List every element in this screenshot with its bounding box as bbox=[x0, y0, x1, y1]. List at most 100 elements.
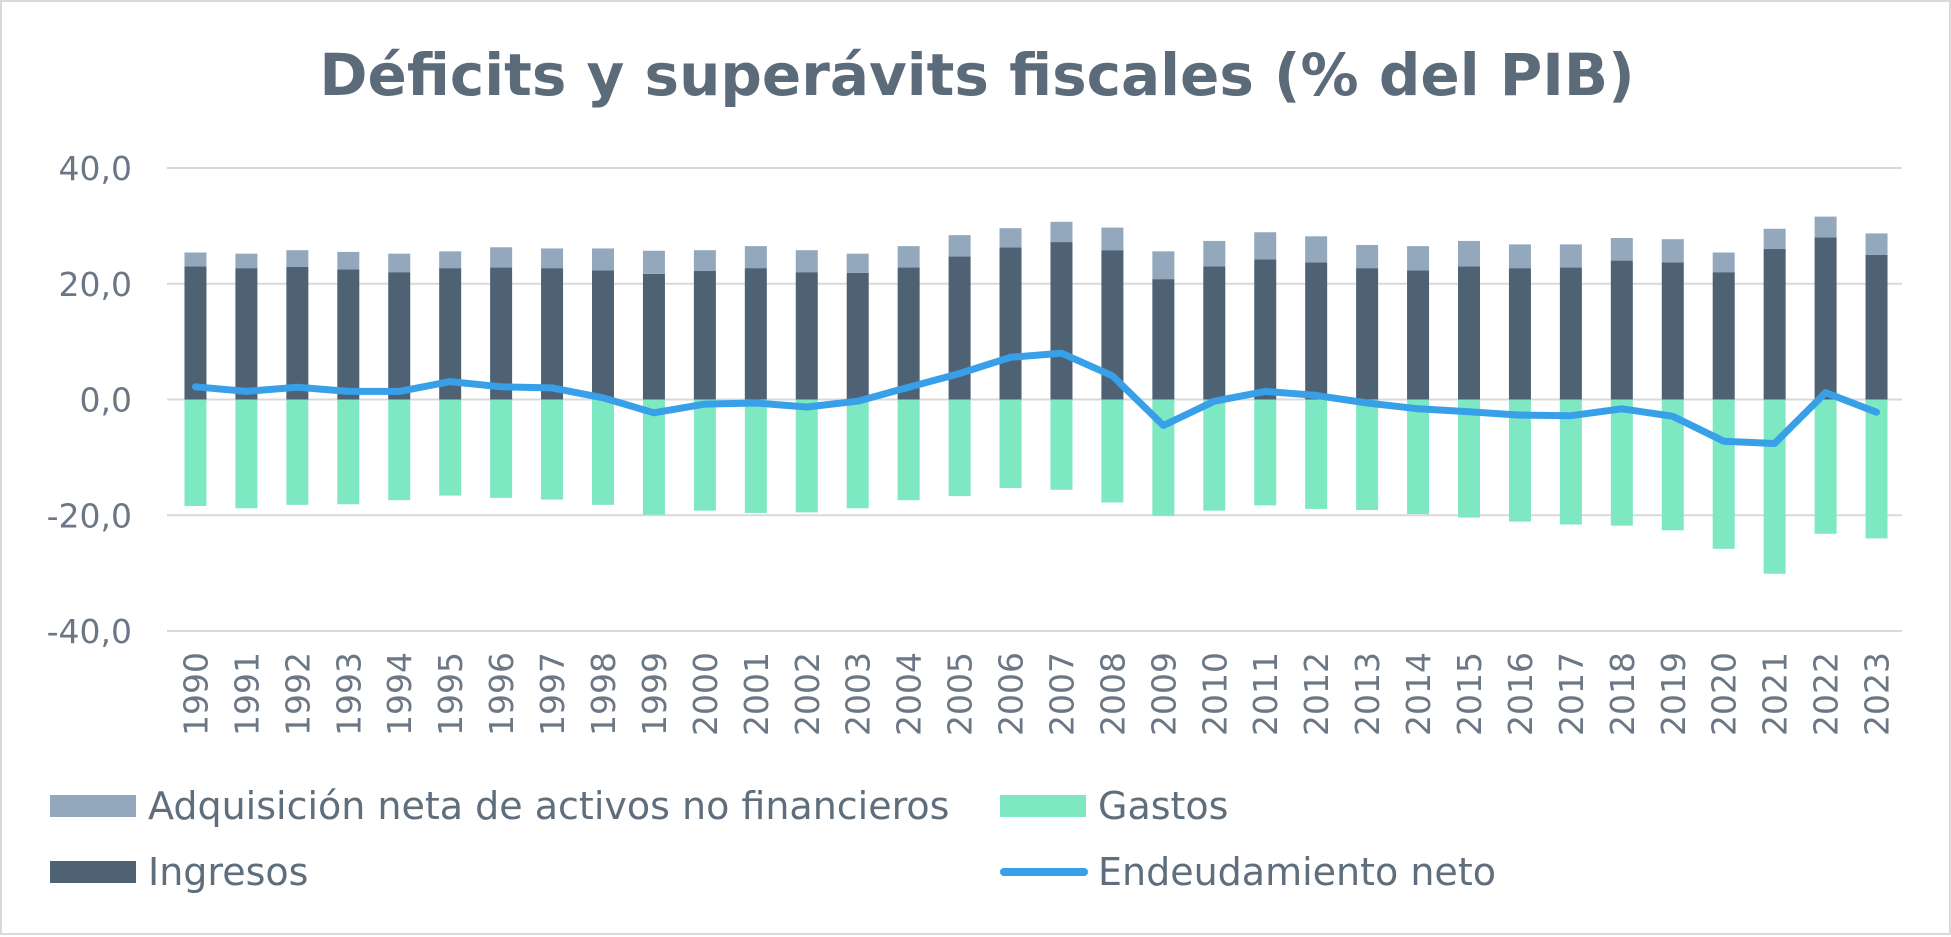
bar-gastos bbox=[490, 399, 513, 498]
bar-ingresos bbox=[1559, 267, 1582, 400]
bar-gastos bbox=[1101, 399, 1124, 503]
bar-ingresos bbox=[1203, 266, 1226, 400]
bar-gastos bbox=[999, 399, 1022, 489]
bar-gastos bbox=[439, 399, 462, 496]
bar-gastos bbox=[1763, 399, 1786, 574]
bar-adquisicion bbox=[1458, 240, 1480, 267]
y-tick-label: -40,0 bbox=[47, 612, 132, 651]
bar-gastos bbox=[1712, 399, 1735, 549]
x-tick-label: 1999 bbox=[635, 652, 674, 736]
bar-gastos bbox=[744, 399, 767, 513]
legend-swatch bbox=[50, 795, 136, 817]
x-tick-label: 2003 bbox=[839, 652, 878, 736]
bar-gastos bbox=[693, 399, 716, 511]
x-tick-label: 1997 bbox=[533, 652, 572, 736]
bar-ingresos bbox=[1458, 266, 1480, 400]
bar-adquisicion bbox=[1508, 244, 1531, 269]
bar-gastos bbox=[1152, 399, 1175, 516]
bar-ingresos bbox=[184, 266, 207, 400]
bar-adquisicion bbox=[1610, 238, 1633, 261]
bar-adquisicion bbox=[1712, 252, 1735, 273]
x-tick-label: 2019 bbox=[1654, 652, 1693, 736]
bar-ingresos bbox=[999, 247, 1022, 400]
bar-gastos bbox=[286, 399, 309, 505]
bar-ingresos bbox=[795, 272, 818, 400]
x-tick-label: 1991 bbox=[227, 652, 266, 736]
bar-ingresos bbox=[1356, 268, 1379, 400]
y-tick-label: 40,0 bbox=[59, 149, 132, 188]
bar-gastos bbox=[1814, 399, 1837, 534]
bar-ingresos bbox=[286, 266, 309, 400]
bar-ingresos bbox=[235, 268, 258, 400]
bar-adquisicion bbox=[1407, 246, 1430, 271]
x-tick-label: 2011 bbox=[1246, 652, 1285, 736]
bar-adquisicion bbox=[795, 250, 818, 273]
bar-adquisicion bbox=[1661, 239, 1684, 263]
bar-adquisicion bbox=[235, 253, 258, 269]
chart-title: Déficits y superávits fiscales (% del PI… bbox=[319, 41, 1634, 109]
bar-adquisicion bbox=[439, 251, 462, 269]
legend-label: Gastos bbox=[1098, 784, 1228, 828]
bar-adquisicion bbox=[286, 250, 309, 267]
bar-ingresos bbox=[1407, 270, 1430, 400]
legend-label: Adquisición neta de activos no financier… bbox=[148, 784, 949, 828]
bar-ingresos bbox=[1152, 279, 1175, 400]
bar-gastos bbox=[1508, 399, 1531, 522]
bar-adquisicion bbox=[1050, 221, 1073, 243]
bar-ingresos bbox=[1865, 254, 1888, 400]
bar-adquisicion bbox=[184, 252, 207, 267]
bar-gastos bbox=[1407, 399, 1430, 515]
bar-gastos bbox=[235, 399, 258, 509]
bar-ingresos bbox=[388, 272, 411, 400]
bar-ingresos bbox=[1101, 250, 1124, 400]
bar-ingresos bbox=[642, 273, 665, 400]
x-tick-label: 2001 bbox=[737, 652, 776, 736]
bar-adquisicion bbox=[1559, 244, 1582, 268]
bar-ingresos bbox=[439, 268, 462, 400]
line-series bbox=[192, 349, 1880, 447]
bar-adquisicion bbox=[948, 235, 971, 257]
x-axis-ticks: 1990 1991 1992 1993 1994 1995 1996 1997 1998 1999… bbox=[176, 652, 1896, 736]
bar-adquisicion bbox=[1203, 240, 1226, 267]
grid-lines bbox=[167, 167, 1902, 632]
bar-adquisicion bbox=[1763, 228, 1786, 250]
bar-gastos bbox=[541, 399, 564, 500]
bar-ingresos bbox=[490, 267, 513, 400]
x-tick-label: 2021 bbox=[1756, 652, 1795, 736]
bar-ingresos bbox=[1508, 268, 1531, 400]
bar-gastos bbox=[897, 399, 920, 501]
legend-label: Ingresos bbox=[148, 850, 308, 894]
x-tick-label: 2012 bbox=[1297, 652, 1336, 736]
bar-ingresos bbox=[1254, 259, 1277, 400]
x-tick-label: 1993 bbox=[329, 652, 368, 736]
x-tick-label: 2023 bbox=[1858, 652, 1897, 736]
x-tick-label: 2017 bbox=[1552, 652, 1591, 736]
bar-ingresos bbox=[693, 271, 716, 400]
line-endeudamiento-neto bbox=[192, 349, 1880, 447]
bar-adquisicion bbox=[337, 251, 360, 270]
x-tick-label: 2007 bbox=[1042, 652, 1081, 736]
bar-adquisicion bbox=[1356, 244, 1379, 269]
bar-gastos bbox=[1356, 399, 1379, 511]
bar-ingresos bbox=[1814, 237, 1837, 400]
bar-gastos bbox=[1559, 399, 1582, 525]
bar-ingresos bbox=[1610, 260, 1633, 400]
bar-gastos bbox=[1305, 399, 1328, 509]
bar-gastos bbox=[592, 399, 614, 505]
bar-gastos bbox=[388, 399, 411, 501]
bar-adquisicion bbox=[1254, 232, 1277, 260]
x-tick-label: 1998 bbox=[584, 652, 623, 736]
legend-label: Endeudamiento neto bbox=[1098, 850, 1496, 894]
bar-adquisicion bbox=[1101, 227, 1124, 251]
x-tick-label: 2015 bbox=[1450, 652, 1489, 736]
legend-swatch bbox=[50, 861, 136, 883]
bar-ingresos bbox=[948, 256, 971, 400]
bar-gastos bbox=[642, 399, 665, 515]
bar-gastos bbox=[846, 399, 869, 509]
bar-adquisicion bbox=[1152, 251, 1175, 280]
bar-ingresos bbox=[846, 272, 869, 400]
bar-adquisicion bbox=[642, 250, 665, 274]
bar-ingresos bbox=[744, 268, 767, 400]
x-tick-label: 2000 bbox=[686, 652, 725, 736]
